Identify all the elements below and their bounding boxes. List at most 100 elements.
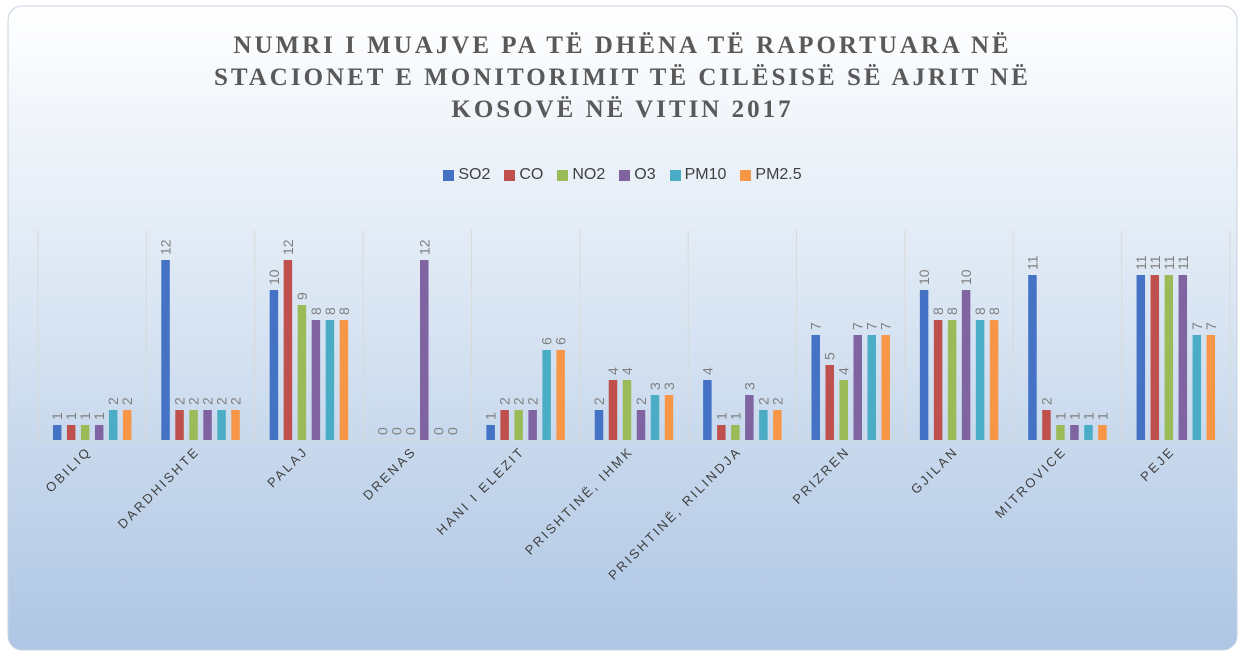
data-label: 0 (402, 427, 418, 435)
legend-item: CO (504, 166, 543, 184)
bar (189, 410, 198, 440)
data-label: 7 (808, 322, 824, 330)
bar (919, 290, 929, 440)
legend-item: NO2 (557, 166, 605, 184)
data-label: 12 (280, 239, 296, 255)
bar (311, 320, 321, 440)
data-label: 2 (200, 397, 216, 405)
bar (542, 350, 551, 440)
bar (203, 410, 212, 440)
legend-label: PM2.5 (755, 166, 802, 183)
data-label: 3 (647, 382, 663, 390)
bar (556, 350, 565, 440)
bar (217, 410, 226, 440)
data-label: 1 (483, 412, 499, 420)
bar (1164, 275, 1174, 440)
bar (933, 320, 943, 440)
bar (717, 425, 726, 440)
data-label: 1 (1080, 412, 1096, 420)
title-line: NUMRI I MUAJVE PA TË DHËNA TË RAPORTUARA… (233, 32, 1012, 59)
legend-item: SO2 (443, 166, 490, 184)
bar (514, 410, 523, 440)
bar (1178, 275, 1188, 440)
data-label: 9 (294, 292, 310, 300)
data-label: 2 (525, 397, 541, 405)
bar (269, 290, 279, 440)
bar (1028, 275, 1037, 440)
data-label: 2 (119, 397, 135, 405)
bar (231, 410, 240, 440)
data-label: 2 (755, 397, 771, 405)
data-label: 12 (416, 239, 432, 255)
legend-label: CO (519, 166, 544, 183)
data-label: 8 (930, 307, 946, 315)
data-label: 2 (228, 397, 244, 405)
bar (650, 395, 660, 440)
bar (636, 410, 646, 440)
bar (325, 320, 335, 440)
data-label: 1 (1052, 412, 1068, 420)
bar (1070, 425, 1079, 440)
bar (759, 410, 768, 440)
data-label: 0 (374, 427, 390, 435)
data-label: 7 (878, 322, 894, 330)
data-label: 4 (619, 367, 635, 375)
legend-swatch (557, 169, 569, 181)
data-label: 11 (1024, 255, 1040, 270)
data-label: 7 (1203, 322, 1219, 330)
legend: SO2 CO NO2 O3 PM10 PM2.5 (0, 166, 1245, 184)
bar (66, 425, 76, 440)
data-label: 10 (958, 269, 974, 285)
data-label: 2 (186, 397, 202, 405)
data-label: 1 (63, 412, 79, 420)
bar (839, 380, 848, 440)
legend-swatch (443, 169, 455, 181)
bar (608, 380, 618, 440)
bar (52, 425, 62, 440)
data-label: 4 (836, 367, 852, 375)
data-label: 0 (430, 427, 446, 435)
data-label: 2 (172, 397, 188, 405)
data-label: 11 (1161, 255, 1177, 270)
legend-label: SO2 (458, 166, 491, 183)
data-label: 4 (699, 367, 715, 375)
data-label: 1 (1066, 412, 1082, 420)
data-label: 3 (741, 382, 757, 390)
data-label: 1 (49, 412, 65, 420)
data-label: 2 (633, 397, 649, 405)
data-label: 8 (972, 307, 988, 315)
data-label: 10 (916, 269, 932, 285)
bar (175, 410, 184, 440)
bar (811, 335, 820, 440)
bar (1136, 275, 1146, 440)
title-line: KOSOVË NË VITIN 2017 (451, 96, 794, 123)
bar (961, 290, 971, 440)
legend-swatch (619, 169, 631, 181)
bar (1192, 335, 1202, 440)
bar (745, 395, 754, 440)
data-label: 6 (539, 337, 555, 345)
data-label: 6 (553, 337, 569, 345)
bar (881, 335, 890, 440)
bar (339, 320, 349, 440)
bar (297, 305, 307, 440)
data-label: 2 (511, 397, 527, 405)
legend-item: O3 (619, 166, 656, 184)
data-label: 2 (105, 397, 121, 405)
bar (1150, 275, 1160, 440)
data-label: 7 (864, 322, 880, 330)
bar (1056, 425, 1065, 440)
bar (1098, 425, 1107, 440)
data-label: 8 (336, 307, 352, 315)
bar (989, 320, 999, 440)
data-label: 2 (591, 397, 607, 405)
data-label: 5 (822, 352, 838, 360)
data-label: 1 (1094, 412, 1110, 420)
title-line: STACIONET E MONITORIMIT TË CILËSISË SË A… (214, 64, 1031, 91)
data-label: 8 (986, 307, 1002, 315)
bar (80, 425, 90, 440)
data-label: 2 (214, 397, 230, 405)
data-label: 12 (158, 239, 174, 255)
bar (853, 335, 862, 440)
